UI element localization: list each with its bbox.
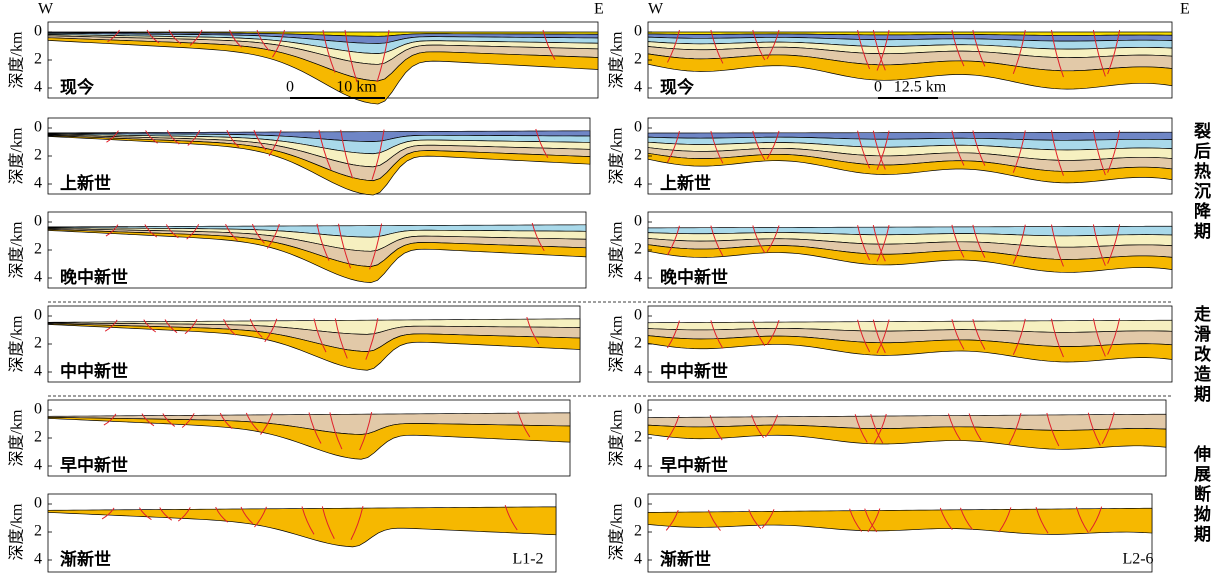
tick-label: 4 bbox=[634, 457, 642, 474]
tick-label: 2 bbox=[634, 523, 642, 540]
axis-title: 深度/km bbox=[608, 31, 626, 88]
strata-layer bbox=[648, 508, 1152, 534]
axis-title: 深度/km bbox=[8, 409, 26, 466]
tick-label: 2 bbox=[634, 147, 642, 164]
tick-label: 0 bbox=[34, 401, 42, 418]
tick-label: 4 bbox=[634, 551, 642, 568]
panel-label: 中中新世 bbox=[60, 361, 128, 382]
tick-label: 2 bbox=[34, 147, 42, 164]
tick-label: 4 bbox=[34, 79, 42, 96]
east-label: E bbox=[1180, 1, 1190, 18]
west-label: W bbox=[38, 1, 54, 18]
axis-title: 深度/km bbox=[8, 503, 26, 560]
axis-title: 深度/km bbox=[608, 409, 626, 466]
west-label: W bbox=[648, 1, 664, 18]
axis-title: 深度/km bbox=[8, 127, 26, 184]
tick-label: 0 bbox=[634, 213, 642, 230]
tick-label: 0 bbox=[634, 401, 642, 418]
figure: 深度/km024现今深度/km024现今深度/km024上新世深度/km024上… bbox=[0, 0, 1217, 574]
tick-label: 2 bbox=[34, 241, 42, 258]
tick-label: 0 bbox=[34, 495, 42, 512]
tick-label: 2 bbox=[34, 335, 42, 352]
tick-label: 0 bbox=[634, 119, 642, 136]
tick-label: 2 bbox=[634, 241, 642, 258]
strata-layer bbox=[48, 507, 556, 547]
tick-label: 0 bbox=[34, 307, 42, 324]
panel-label: 早中新世 bbox=[660, 455, 728, 476]
section-name: L2-6 bbox=[1122, 551, 1153, 568]
panel-label: 渐新世 bbox=[60, 549, 111, 570]
tick-label: 2 bbox=[34, 429, 42, 446]
tick-label: 4 bbox=[34, 175, 42, 192]
tick-label: 2 bbox=[634, 335, 642, 352]
tick-label: 4 bbox=[34, 457, 42, 474]
panel-label: 上新世 bbox=[660, 173, 711, 194]
east-label: E bbox=[594, 1, 604, 18]
panel-label: 早中新世 bbox=[60, 455, 128, 476]
tick-label: 0 bbox=[634, 307, 642, 324]
tick-label: 4 bbox=[634, 79, 642, 96]
tick-label: 2 bbox=[34, 51, 42, 68]
tick-label: 2 bbox=[634, 51, 642, 68]
section-name: L1-2 bbox=[512, 551, 543, 568]
axis-title: 深度/km bbox=[608, 315, 626, 372]
tick-label: 0 bbox=[34, 23, 42, 40]
phase-label: 走滑改造期 bbox=[1190, 304, 1211, 405]
tick-label: 4 bbox=[634, 363, 642, 380]
axis-title: 深度/km bbox=[608, 221, 626, 278]
axis-title: 深度/km bbox=[8, 31, 26, 88]
scale-length: 10 km bbox=[336, 79, 377, 96]
tick-label: 4 bbox=[34, 269, 42, 286]
phase-label: 裂后热沉降期 bbox=[1190, 121, 1212, 242]
axis-title: 深度/km bbox=[608, 503, 626, 560]
panel-label: 晚中新世 bbox=[660, 267, 728, 288]
tick-label: 0 bbox=[34, 213, 42, 230]
scale-zero: 0 bbox=[874, 79, 882, 96]
phase-label: 伸展断拗期 bbox=[1190, 444, 1212, 545]
tick-label: 4 bbox=[634, 175, 642, 192]
panel-label: 晚中新世 bbox=[60, 267, 128, 288]
tick-label: 2 bbox=[634, 429, 642, 446]
tick-label: 0 bbox=[634, 495, 642, 512]
panel-label: 上新世 bbox=[60, 173, 111, 194]
tick-label: 2 bbox=[34, 523, 42, 540]
tick-label: 4 bbox=[634, 269, 642, 286]
panel-label: 现今 bbox=[660, 77, 694, 98]
tick-label: 0 bbox=[634, 23, 642, 40]
tick-label: 4 bbox=[34, 551, 42, 568]
tick-label: 0 bbox=[34, 119, 42, 136]
scale-zero: 0 bbox=[286, 79, 294, 96]
tick-label: 4 bbox=[34, 363, 42, 380]
axis-title: 深度/km bbox=[608, 127, 626, 184]
panel-label: 渐新世 bbox=[660, 549, 711, 570]
axis-title: 深度/km bbox=[8, 221, 26, 278]
scale-length: 12.5 km bbox=[894, 79, 947, 96]
panel-label: 现今 bbox=[60, 77, 94, 98]
panel-label: 中中新世 bbox=[660, 361, 728, 382]
axis-title: 深度/km bbox=[8, 315, 26, 372]
